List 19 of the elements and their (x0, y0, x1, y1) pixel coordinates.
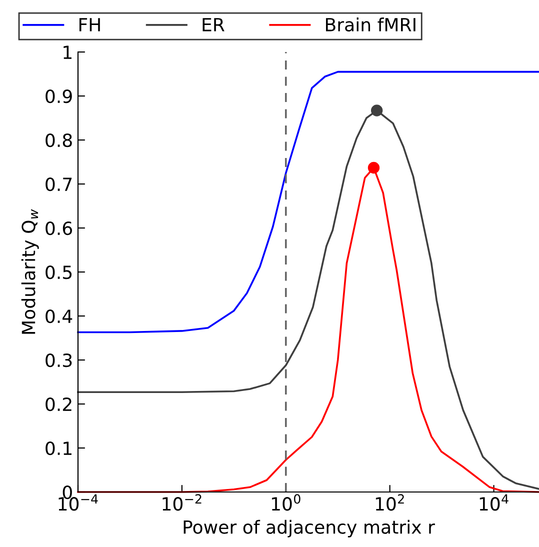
y-tick-label: 1 (64, 46, 72, 59)
legend-label: FH (79, 18, 100, 32)
y-tick-label: 0.1 (46, 441, 72, 456)
y-tick-label: 0.4 (46, 309, 72, 324)
x-tick-label: 10$^{−2}$ (162, 494, 202, 511)
y-tick-label: 0.7 (46, 177, 72, 192)
x-tick-label: 10$^{2}$ (376, 494, 404, 511)
x-tick-label: 10$^{0}$ (272, 494, 300, 511)
x-axis-title: Power of adjacency matrix r (184, 520, 435, 538)
y-tick-label: 0.8 (46, 133, 72, 148)
y-tick-label: 0.5 (46, 265, 72, 280)
y-tick-label: 0.2 (46, 397, 72, 412)
y-tick-label: 0.3 (46, 353, 72, 368)
y-tick-label: 0.9 (46, 89, 72, 104)
x-tick-label: 10$^{4}$ (480, 494, 508, 511)
legend-label: Brain fMRI (326, 18, 416, 32)
legend-label: ER (202, 18, 224, 32)
y-tick-label: 0.6 (46, 221, 72, 236)
y-axis-title: Modularity Q$_{w}$ (21, 209, 39, 334)
